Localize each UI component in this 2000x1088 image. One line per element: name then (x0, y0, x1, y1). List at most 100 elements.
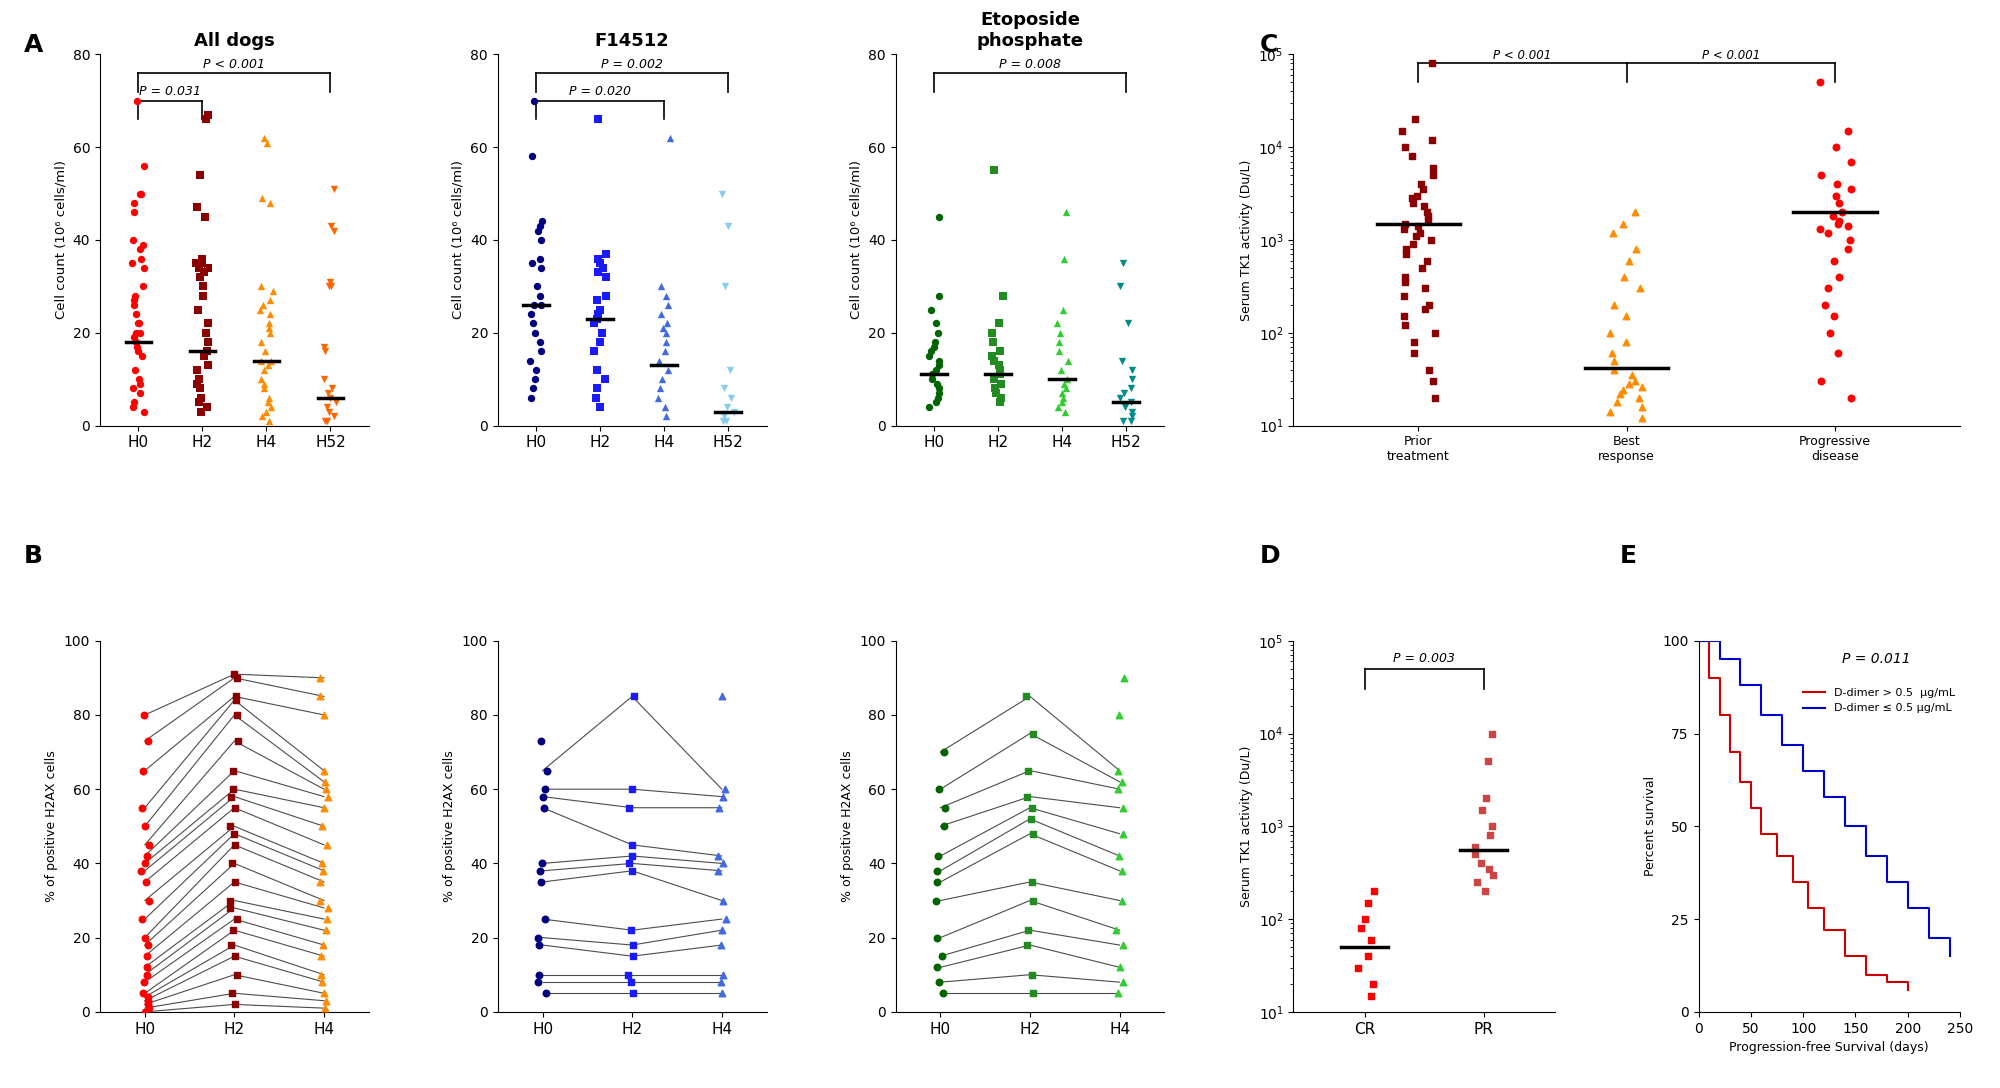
Title: All dogs: All dogs (194, 32, 274, 50)
Point (1618, 372, 1650, 390)
Point (1476, 817, 1508, 834)
Point (650, 333, 682, 350)
X-axis label: Progression-free Survival (days): Progression-free Survival (days) (1730, 1041, 1930, 1054)
Point (128, 157, 160, 174)
Point (920, 375, 952, 393)
Point (1626, 409, 1658, 426)
Point (578, 314, 610, 332)
Point (1612, 251, 1644, 269)
Point (180, 375, 212, 393)
Point (1410, 280, 1442, 297)
Point (316, 380, 348, 397)
Point (310, 837, 342, 854)
Point (616, 862, 648, 879)
Point (582, 306, 614, 323)
Point (1418, 388, 1450, 406)
Point (914, 343, 946, 360)
Point (184, 259, 216, 276)
Point (1396, 189, 1428, 207)
Point (222, 706, 254, 724)
Point (124, 375, 156, 393)
Point (118, 329, 150, 346)
Point (1598, 351, 1630, 369)
Point (184, 166, 216, 184)
Point (304, 892, 336, 910)
Point (308, 338, 340, 356)
Point (1116, 408, 1148, 425)
Point (926, 948, 958, 965)
Point (120, 338, 152, 356)
Point (182, 361, 214, 379)
Point (516, 314, 548, 332)
Point (520, 277, 552, 295)
Legend: D-dimer > 0.5  μg/mL, D-dimer ≤ 0.5 μg/mL: D-dimer > 0.5 μg/mL, D-dimer ≤ 0.5 μg/mL (1798, 683, 1960, 718)
Point (1834, 181, 1866, 198)
Point (308, 985, 340, 1002)
Point (922, 848, 954, 865)
Point (530, 762, 562, 779)
Point (306, 817, 338, 834)
Point (254, 390, 286, 407)
Point (518, 296, 550, 313)
Point (122, 370, 154, 387)
Point (706, 185, 738, 202)
Point (580, 390, 612, 407)
Point (188, 263, 220, 281)
Point (310, 911, 342, 928)
Point (522, 222, 554, 239)
Point (1046, 394, 1078, 411)
Point (1596, 345, 1628, 362)
Point (308, 937, 340, 954)
Point (584, 300, 616, 318)
Point (582, 292, 614, 309)
Point (928, 799, 960, 816)
Point (914, 300, 946, 318)
Point (1410, 300, 1442, 318)
Point (578, 343, 610, 360)
Point (1048, 375, 1080, 393)
Point (1606, 382, 1638, 399)
Point (1460, 874, 1492, 891)
Point (1108, 799, 1140, 816)
Point (1416, 54, 1448, 72)
Point (526, 296, 558, 313)
Point (1398, 111, 1430, 128)
Point (314, 403, 346, 420)
Point (976, 347, 1008, 364)
Point (654, 129, 686, 147)
Point (190, 324, 222, 342)
Point (320, 394, 352, 411)
Point (618, 985, 650, 1002)
Point (1834, 388, 1866, 406)
Text: P < 0.001: P < 0.001 (1702, 49, 1760, 62)
Point (220, 996, 252, 1013)
Point (122, 314, 154, 332)
Point (1102, 848, 1134, 865)
Point (920, 314, 952, 332)
Point (246, 296, 278, 313)
Point (918, 333, 950, 350)
Point (312, 788, 344, 805)
Point (710, 398, 742, 416)
Y-axis label: % of positive H2AX cells: % of positive H2AX cells (46, 751, 58, 902)
Point (1102, 762, 1134, 779)
Point (712, 218, 744, 235)
Point (982, 357, 1014, 374)
Point (1804, 221, 1836, 238)
Point (1400, 187, 1432, 205)
Point (1412, 212, 1444, 230)
Point (1042, 333, 1074, 350)
Point (706, 922, 738, 939)
Point (244, 277, 276, 295)
Point (1106, 892, 1138, 910)
Point (922, 384, 954, 401)
Point (252, 357, 284, 374)
Point (1046, 390, 1078, 407)
Point (976, 324, 1008, 342)
Point (254, 292, 286, 309)
Point (192, 259, 224, 276)
Point (244, 370, 276, 387)
Point (702, 848, 734, 865)
Point (1016, 985, 1048, 1002)
Point (306, 974, 338, 991)
